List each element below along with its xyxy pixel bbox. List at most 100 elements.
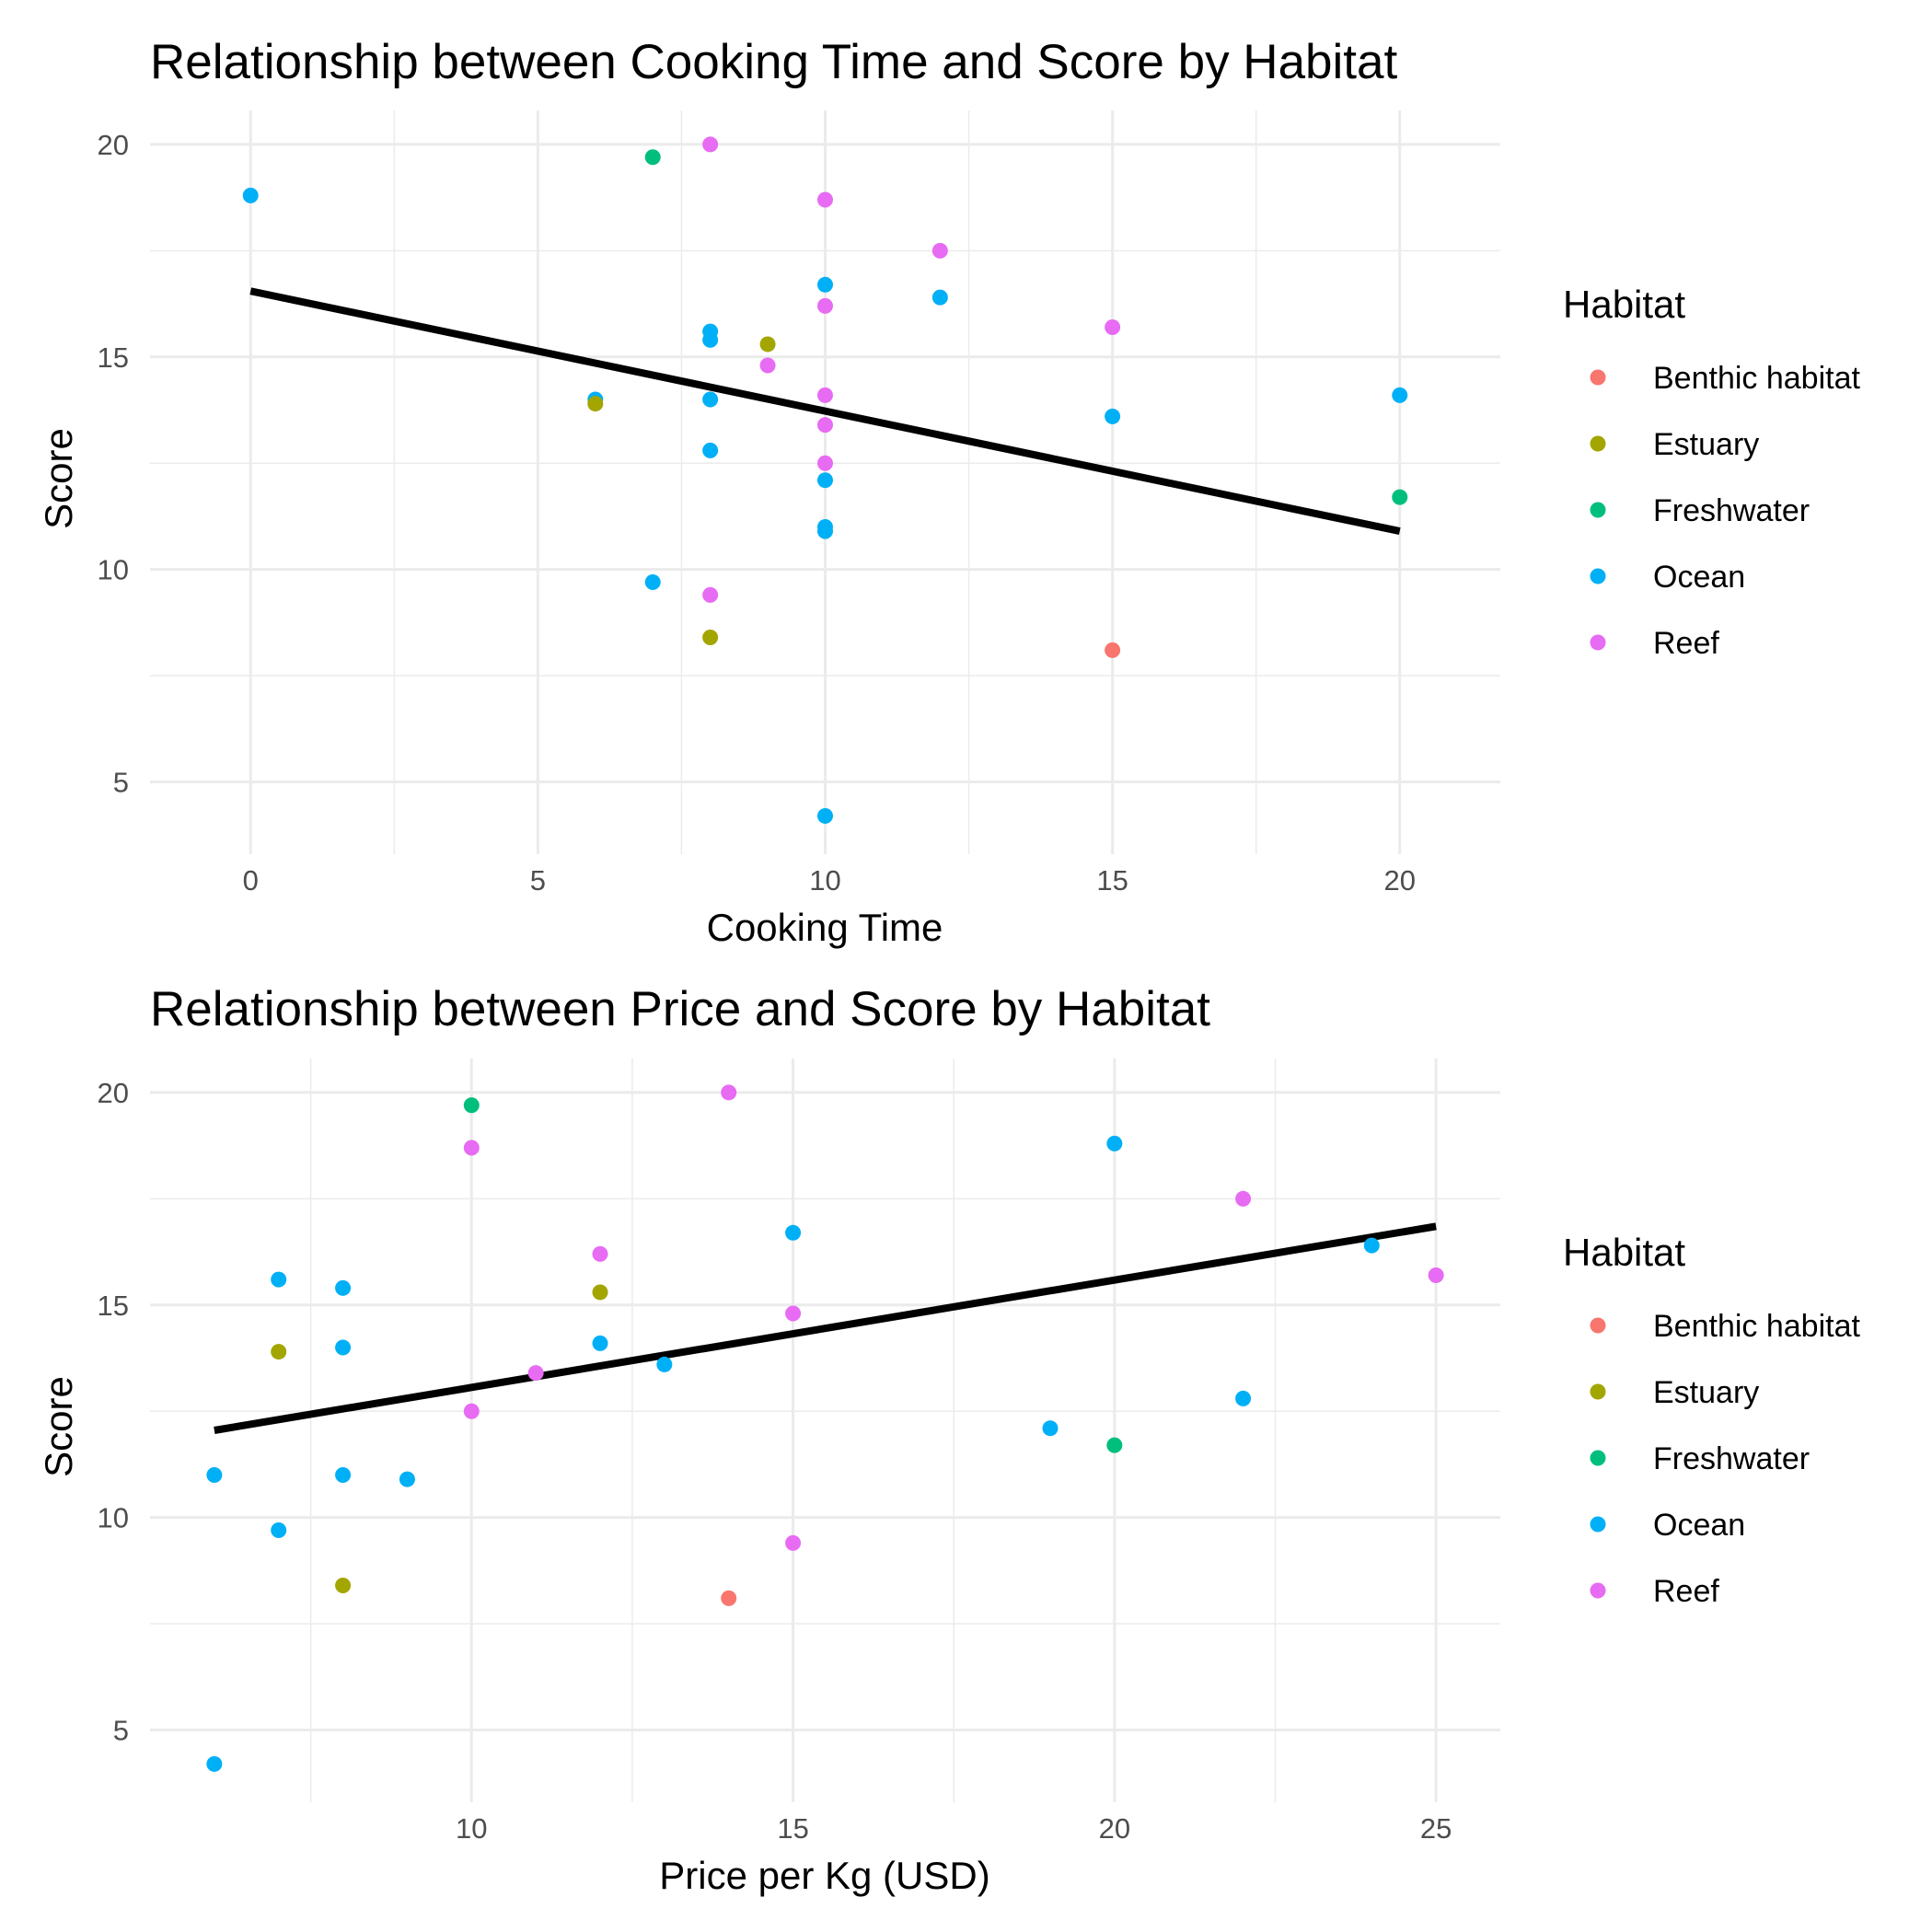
data-point [817,387,833,403]
y-tick-label: 5 [113,1715,129,1747]
data-point [817,807,833,824]
data-point [817,297,833,314]
x-tick-label: 20 [1384,864,1416,897]
data-point [702,586,719,603]
data-point [702,442,719,458]
x-tick-label: 20 [1099,1812,1130,1845]
legend-key [1590,502,1606,518]
y-tick-label: 15 [98,341,129,374]
x-tick-label: 10 [809,864,840,897]
legend-key [1590,1383,1606,1400]
data-point [1392,387,1408,403]
data-point [1235,1190,1252,1207]
data-point [785,1534,802,1551]
data-point [656,1356,673,1372]
y-tick-label: 20 [98,129,129,161]
data-point [1235,1390,1252,1406]
data-point [1106,1135,1123,1151]
legend-key [1590,369,1606,386]
y-axis-ticks: 5 10 15 20 [98,129,129,799]
data-point [644,574,661,591]
legend-label: Reef [1653,626,1719,661]
data-point [702,136,719,153]
x-axis-title: Cooking Time [707,906,943,949]
chart-title: Relationship between Price and Score by … [150,982,1210,1036]
legend-key [1590,1450,1606,1466]
legend-key [1590,435,1606,452]
data-point [463,1140,480,1156]
data-point [592,1245,608,1262]
chart-title: Relationship between Cooking Time and Sc… [150,35,1398,89]
data-point [206,1466,223,1483]
legend-label: Estuary [1653,1375,1759,1410]
y-axis-title: Score [37,1376,80,1477]
legend-title: Habitat [1563,1231,1685,1274]
y-axis-ticks: 5 10 15 20 [98,1077,129,1747]
legend-label: Estuary [1653,427,1759,462]
data-point [1105,318,1121,335]
grid [150,110,1500,854]
data-point [1105,642,1121,658]
data-point [527,1365,544,1382]
data-point [335,1466,352,1483]
cooking-time-chart: Relationship between Cooking Time and Sc… [37,35,1860,949]
data-point [817,191,833,208]
legend-label: Benthic habitat [1653,361,1860,396]
data-point [463,1097,480,1114]
data-point [785,1224,802,1241]
data-point [644,149,661,166]
legend-label: Ocean [1653,560,1745,595]
points-group [242,136,1408,824]
trend-line [214,1222,1437,1434]
data-point [1428,1267,1444,1283]
y-tick-label: 10 [98,554,129,586]
data-point [1042,1420,1059,1437]
legend-label: Ocean [1653,1508,1745,1543]
data-point [206,1755,223,1772]
data-point [785,1305,802,1322]
data-point [242,187,259,203]
legend-key [1590,568,1606,584]
data-point [592,1335,608,1351]
data-point [587,396,604,412]
y-tick-label: 10 [98,1502,129,1534]
data-point [399,1471,415,1487]
legend-key [1590,1582,1606,1599]
data-point [931,289,948,306]
data-point [721,1590,737,1606]
data-point [817,276,833,293]
data-point [1105,408,1121,424]
x-tick-label: 0 [243,864,259,897]
data-point [702,630,719,646]
legend-label: Benthic habitat [1653,1309,1860,1344]
trend-line-group [214,1222,1437,1434]
data-point [759,357,776,374]
x-tick-label: 5 [530,864,546,897]
x-tick-label: 15 [1096,864,1128,897]
data-point [1106,1437,1123,1453]
data-point [271,1344,287,1360]
legend-key [1590,634,1606,651]
data-point [335,1339,352,1356]
data-point [817,472,833,489]
x-axis-title: Price per Kg (USD) [659,1854,989,1897]
y-tick-label: 20 [98,1077,129,1109]
x-tick-label: 25 [1420,1812,1452,1845]
data-point [271,1271,287,1288]
x-axis-ticks: 0 5 10 15 20 [243,864,1416,897]
legend-label: Freshwater [1653,493,1810,528]
legend-key [1590,1317,1606,1334]
legend-label: Reef [1653,1574,1719,1609]
data-point [721,1084,737,1101]
data-point [702,391,719,408]
legend-key [1590,1516,1606,1533]
legend: Habitat Benthic habitat Estuary Freshwater… [1563,283,1860,661]
trend-line [249,287,1401,536]
data-point [271,1522,287,1539]
data-point [817,523,833,539]
data-point [759,336,776,353]
legend-label: Freshwater [1653,1441,1810,1476]
data-point [817,417,833,434]
points-group [206,1084,1444,1772]
y-tick-label: 5 [113,767,129,799]
